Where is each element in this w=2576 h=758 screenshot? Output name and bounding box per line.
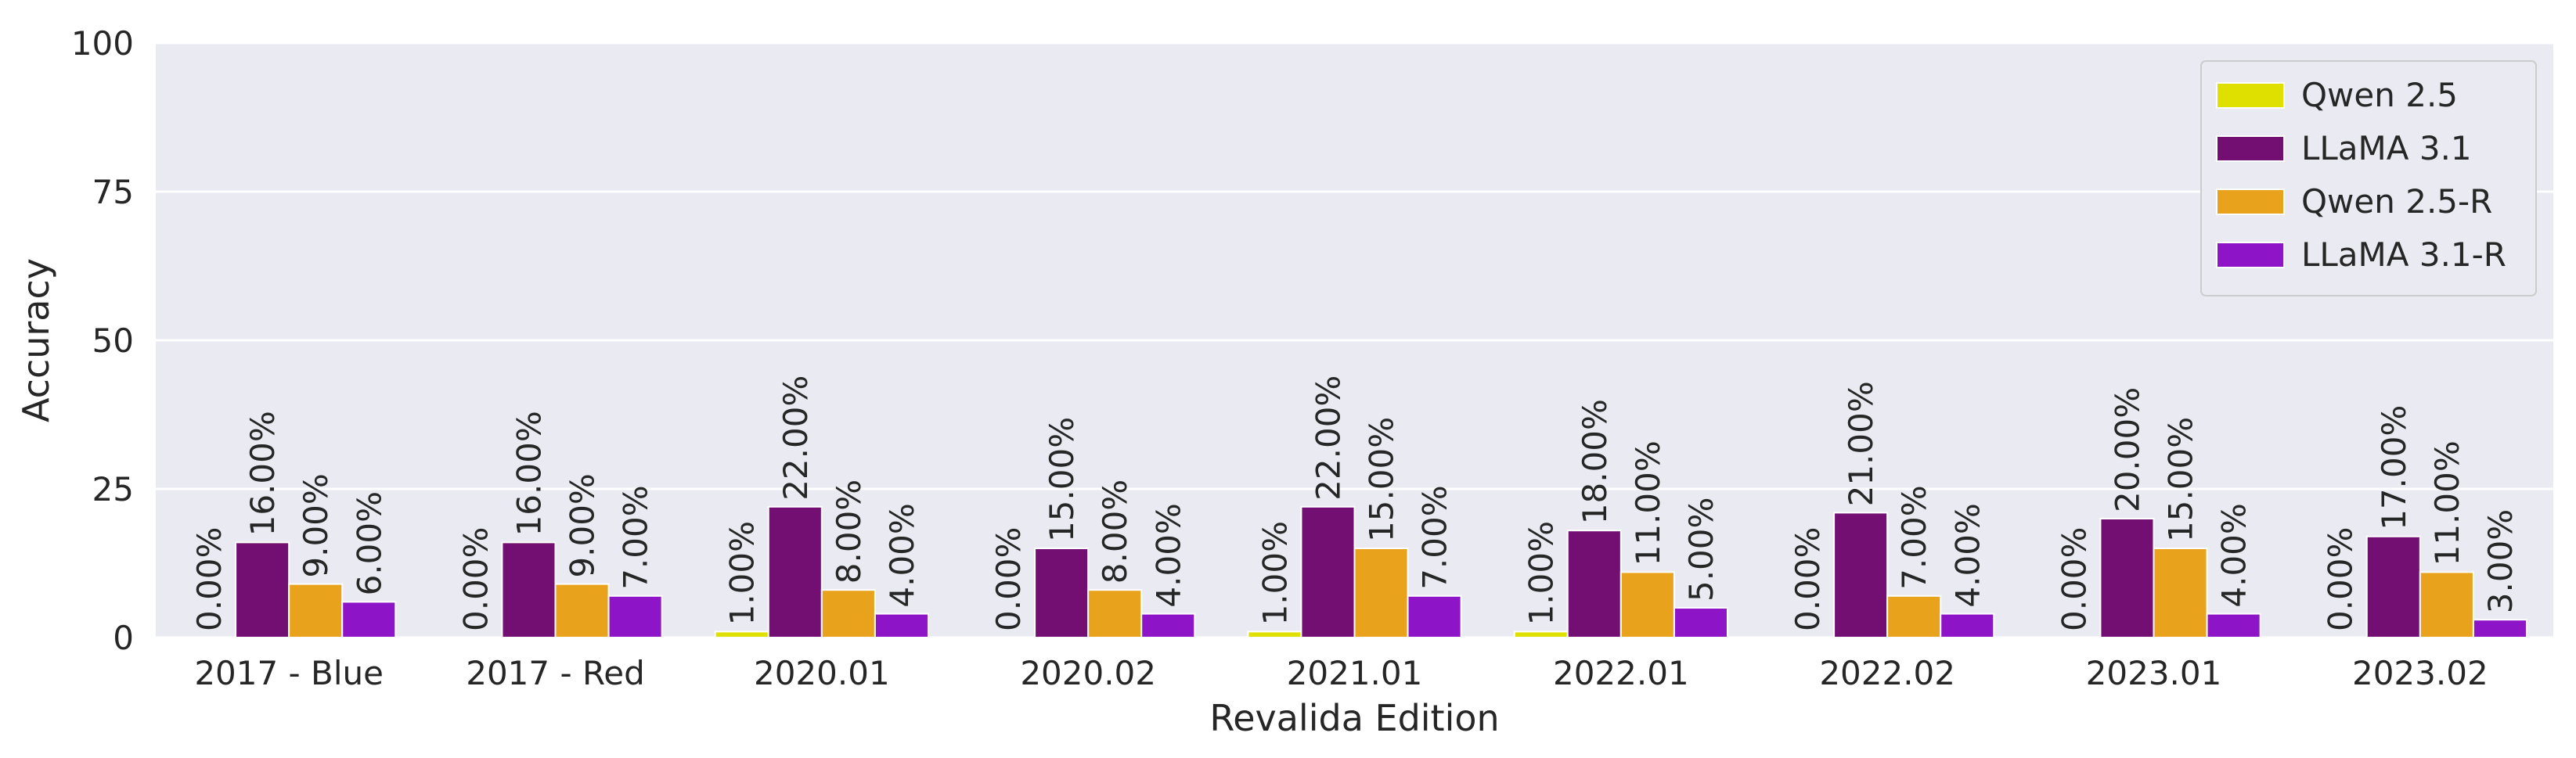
y-tick-label: 0 [113,619,134,657]
bar-value-label: 4.00% [1948,503,1987,607]
bar [554,583,610,638]
bar-value-label: 1.00% [1522,521,1561,625]
bar-value-label: 15.00% [1043,417,1081,542]
bar [2206,613,2261,638]
legend-swatch [2216,189,2285,215]
bar [1886,595,1942,638]
legend-label: LLaMA 3.1 [2301,129,2472,167]
bar [1300,505,1356,638]
y-tick-label: 100 [71,24,134,63]
bar [1833,512,1889,639]
bar-value-label: 9.00% [297,473,335,577]
bar-value-label: 11.00% [1629,440,1667,566]
bar-value-label: 0.00% [456,527,495,631]
x-tick-label: 2023.02 [2352,654,2488,692]
bar-value-label: 22.00% [776,375,815,501]
bar-value-label: 4.00% [883,503,921,607]
bar [767,505,823,638]
x-tick-label: 2022.01 [1553,654,1689,692]
legend-swatch [2216,82,2285,109]
bar-value-label: 18.00% [1576,399,1614,524]
bar [2419,571,2474,639]
bar [1034,548,1090,638]
bar-value-label: 0.00% [989,527,1028,631]
bar [1940,613,1995,638]
bar [235,541,290,639]
y-tick-label: 75 [92,173,134,211]
bar [1619,571,1675,639]
bar-value-label: 21.00% [1842,381,1880,506]
bar-value-labels: 0.00% 16.00% 9.00% 6.00% 0.00% 16.00% 9.00% 7.0… [190,375,2520,631]
y-tick-labels: 0 25 50 75 100 [71,24,134,657]
bar-value-label: 22.00% [1309,375,1347,501]
bar-value-label: 5.00% [1682,498,1720,602]
y-tick-label: 50 [92,322,134,360]
bar-value-label: 4.00% [1149,503,1187,607]
bar [1140,613,1196,638]
legend-swatch [2216,242,2285,268]
x-tick-label: 2017 - Blue [194,654,384,692]
bar [1513,630,1569,639]
legend-label: Qwen 2.5-R [2301,182,2492,221]
bar-value-label: 1.00% [1256,521,1294,625]
bar [1247,630,1302,639]
bar-value-label: 7.00% [1895,485,1933,589]
bar [1673,607,1728,638]
bar-value-label: 8.00% [1096,480,1134,584]
y-axis-title: Accuracy [15,258,57,422]
bar [2365,535,2421,638]
bar-value-label: 0.00% [1789,527,1827,631]
bar-value-label: 0.00% [2322,527,2360,631]
bar-value-label: 11.00% [2428,440,2466,566]
x-tick-label: 2020.02 [1020,654,1156,692]
bar-value-label: 9.00% [564,473,602,577]
bar-value-label: 6.00% [350,491,388,595]
bar-value-label: 20.00% [2108,387,2146,512]
bar-value-label: 3.00% [2481,509,2520,613]
bar-value-label: 4.00% [2215,503,2254,607]
bar-value-label: 7.00% [1416,485,1454,589]
bar [1407,595,1462,638]
bar [341,601,397,639]
bar [874,613,929,638]
legend-items: Qwen 2.5 LLaMA 3.1 Qwen 2.5-R LLaMA 3.1-R [2216,76,2506,274]
bar [288,583,344,638]
bar [607,595,663,638]
bar [1566,530,1622,639]
bar [1353,548,1409,638]
bar-value-label: 15.00% [2162,417,2200,542]
bar-value-label: 1.00% [723,521,762,625]
bar [501,541,557,639]
x-tick-label: 2020.01 [754,654,890,692]
x-tick-label: 2017 - Red [466,654,645,692]
bar [820,589,876,639]
y-tick-label: 25 [92,470,134,508]
x-tick-labels: 2017 - Blue 2017 - Red 2020.01 2020.02 2021.… [194,654,2488,692]
x-axis-title: Revalida Edition [1209,697,1499,739]
legend-label: LLaMA 3.1-R [2301,235,2506,274]
legend: Qwen 2.5 LLaMA 3.1 Qwen 2.5-R LLaMA 3.1-R [2200,60,2537,296]
bar [1087,589,1143,639]
bar-value-label: 15.00% [1363,417,1401,542]
x-tick-label: 2022.02 [1819,654,1955,692]
bar-value-label: 8.00% [830,480,868,584]
bar-value-label: 0.00% [190,527,229,631]
bar [714,630,769,639]
bar-value-label: 17.00% [2375,405,2413,530]
x-tick-label: 2023.01 [2086,654,2222,692]
x-tick-label: 2021.01 [1287,654,1423,692]
legend-label: Qwen 2.5 [2301,76,2458,114]
bar-value-label: 7.00% [617,485,655,589]
legend-swatch [2216,135,2285,162]
bar-value-label: 0.00% [2055,527,2093,631]
bar-value-label: 16.00% [510,411,548,536]
legend-box [2200,60,2537,296]
bar-value-label: 16.00% [243,411,282,536]
bar [2099,518,2155,638]
bar [2472,619,2527,639]
bars-layer [235,505,2527,639]
bar [2153,548,2208,638]
